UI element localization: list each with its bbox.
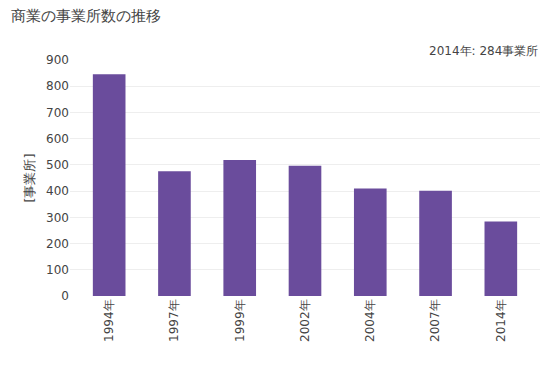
svg-text:1994年: 1994年 [102,299,116,342]
svg-text:600: 600 [46,132,69,146]
svg-text:2004年: 2004年 [363,299,377,342]
svg-text:500: 500 [46,158,69,172]
svg-text:100: 100 [46,263,69,277]
svg-text:1999年: 1999年 [233,299,247,342]
svg-text:0: 0 [61,289,69,303]
svg-text:700: 700 [46,106,69,120]
svg-text:900: 900 [46,53,69,67]
svg-text:2014年: 284事業所: 2014年: 284事業所 [429,44,538,58]
svg-text:商業の事業所数の推移: 商業の事業所数の推移 [11,7,161,25]
svg-text:[事業所]: [事業所] [22,153,37,202]
svg-text:800: 800 [46,79,69,93]
svg-text:300: 300 [46,211,69,225]
svg-text:2002年: 2002年 [298,299,312,342]
svg-text:2014年: 2014年 [494,299,508,342]
svg-text:1997年: 1997年 [167,299,181,342]
svg-text:200: 200 [46,237,69,251]
svg-text:400: 400 [46,184,69,198]
svg-text:2007年: 2007年 [428,299,442,342]
